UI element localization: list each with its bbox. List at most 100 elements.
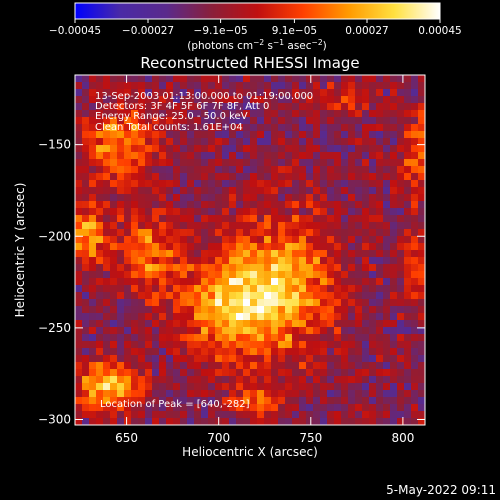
heatmap-cell [117, 96, 125, 104]
heatmap-cell [82, 306, 90, 314]
heatmap-cell [243, 138, 251, 146]
heatmap-cell [320, 418, 328, 426]
heatmap-cell [166, 124, 174, 132]
heatmap-cell [166, 222, 174, 230]
heatmap-cell [145, 334, 153, 342]
heatmap-cell [173, 404, 181, 412]
heatmap-cell [264, 257, 272, 265]
heatmap-cell [138, 292, 146, 300]
heatmap-cell [96, 271, 104, 279]
heatmap-cell [320, 96, 328, 104]
heatmap-cell [418, 404, 426, 412]
heatmap-cell [187, 75, 195, 83]
heatmap-cell [229, 271, 237, 279]
heatmap-cell [103, 138, 111, 146]
heatmap-cell [327, 110, 335, 118]
heatmap-cell [215, 166, 223, 174]
heatmap-cell [152, 257, 160, 265]
heatmap-cell [187, 131, 195, 139]
heatmap-cell [75, 103, 83, 111]
heatmap-cell [292, 320, 300, 328]
heatmap-cell [173, 229, 181, 237]
heatmap-cell [376, 208, 384, 216]
heatmap-cell [299, 187, 307, 195]
heatmap-cell [299, 362, 307, 370]
heatmap-cell [103, 82, 111, 90]
heatmap-cell [152, 355, 160, 363]
heatmap-cell [271, 313, 279, 321]
heatmap-cell [362, 89, 370, 97]
heatmap-cell [166, 271, 174, 279]
heatmap-cell [124, 390, 132, 398]
heatmap-cell [250, 355, 258, 363]
heatmap-cell [369, 278, 377, 286]
heatmap-cell [383, 194, 391, 202]
heatmap-cell [180, 152, 188, 160]
heatmap-cell [404, 96, 412, 104]
heatmap-cell [166, 229, 174, 237]
heatmap-cell [243, 166, 251, 174]
heatmap-cell [103, 404, 111, 412]
heatmap-cell [355, 327, 363, 335]
heatmap-cell [194, 215, 202, 223]
heatmap-cell [306, 306, 314, 314]
heatmap-cell [124, 362, 132, 370]
y-tick-label: −150 [38, 138, 71, 152]
heatmap-cell [271, 285, 279, 293]
heatmap-cell [411, 362, 419, 370]
heatmap-cell [278, 306, 286, 314]
heatmap-cell [369, 117, 377, 125]
heatmap-cell [334, 348, 342, 356]
heatmap-cell [285, 257, 293, 265]
heatmap-cell [145, 362, 153, 370]
heatmap-cell [208, 103, 216, 111]
heatmap-cell [145, 250, 153, 258]
heatmap-cell [138, 138, 146, 146]
heatmap-cell [369, 299, 377, 307]
heatmap-cell [131, 222, 139, 230]
heatmap-cell [264, 306, 272, 314]
heatmap-cell [271, 124, 279, 132]
heatmap-cell [292, 75, 300, 83]
heatmap-cell [201, 194, 209, 202]
heatmap-cell [131, 257, 139, 265]
heatmap-cell [138, 124, 146, 132]
heatmap-cell [131, 383, 139, 391]
heatmap-cell [75, 397, 83, 405]
heatmap-cell [145, 418, 153, 426]
heatmap-cell [117, 208, 125, 216]
heatmap-cell [278, 250, 286, 258]
heatmap-cell [110, 341, 118, 349]
heatmap-cell [117, 264, 125, 272]
heatmap-cell [222, 222, 230, 230]
heatmap-cell [187, 257, 195, 265]
heatmap-cell [159, 145, 167, 153]
heatmap-cell [173, 250, 181, 258]
heatmap-cell [369, 229, 377, 237]
heatmap-cell [418, 82, 426, 90]
heatmap-cell [75, 82, 83, 90]
heatmap-cell [250, 110, 258, 118]
heatmap-cell [131, 75, 139, 83]
heatmap-cell [222, 348, 230, 356]
heatmap-cell [187, 243, 195, 251]
heatmap-cell [166, 334, 174, 342]
heatmap-cell [313, 159, 321, 167]
heatmap-cell [313, 362, 321, 370]
heatmap-cell [222, 257, 230, 265]
heatmap-cell [306, 82, 314, 90]
heatmap-cell [313, 327, 321, 335]
heatmap-cell [348, 404, 356, 412]
heatmap-cell [229, 145, 237, 153]
heatmap-cell [292, 201, 300, 209]
heatmap-cell [222, 306, 230, 314]
heatmap-cell [173, 243, 181, 251]
heatmap-cell [236, 82, 244, 90]
heatmap-cell [341, 320, 349, 328]
heatmap-cell [180, 348, 188, 356]
heatmap-cell [264, 187, 272, 195]
heatmap-cell [103, 194, 111, 202]
heatmap-cell [222, 383, 230, 391]
heatmap-cell [75, 250, 83, 258]
heatmap-cell [299, 131, 307, 139]
